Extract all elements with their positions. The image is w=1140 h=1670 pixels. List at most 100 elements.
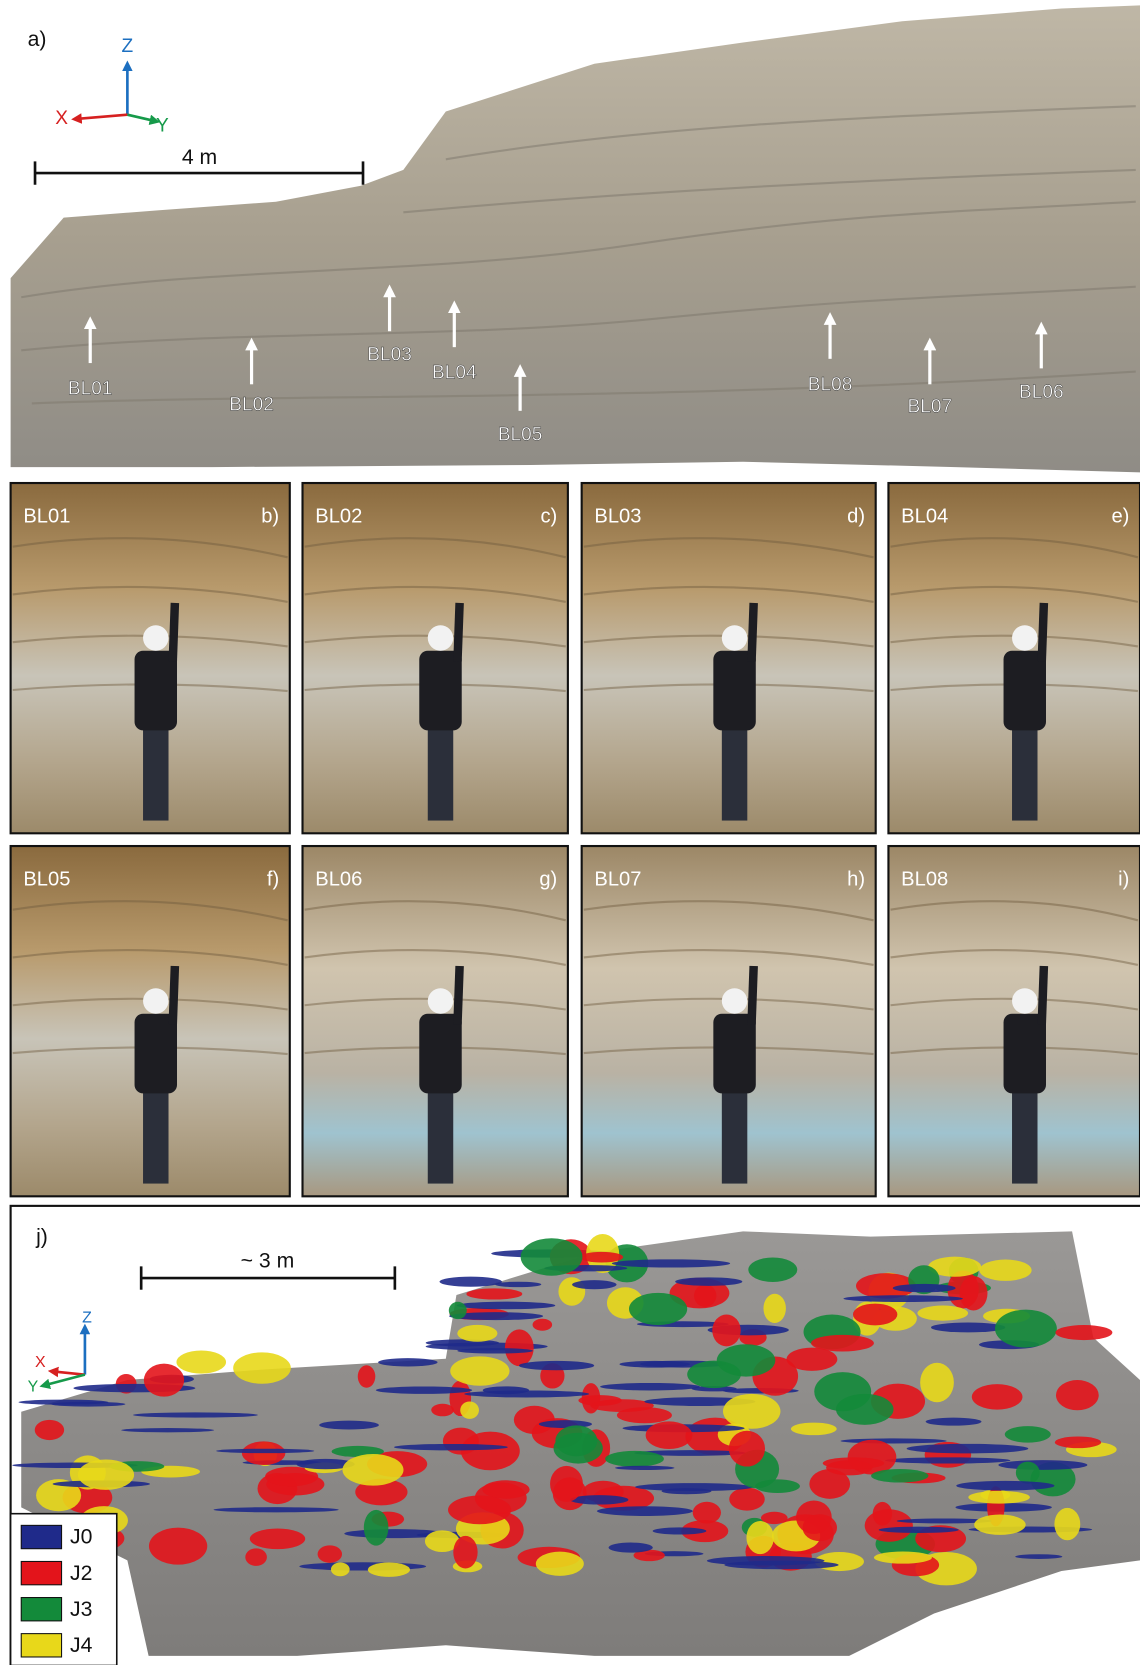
photo-block-label: BL01 <box>23 505 70 527</box>
helmet <box>143 625 169 651</box>
joint-patch <box>634 1450 746 1456</box>
photo-panel-label: h) <box>847 868 865 890</box>
block-label: BL04 <box>432 363 477 384</box>
axis-label: Y <box>156 115 169 136</box>
photo-panel-label: g) <box>539 868 557 890</box>
joint-patch <box>971 1384 1023 1410</box>
joint-patch <box>878 1526 959 1534</box>
joint-patch <box>424 1530 460 1553</box>
joint-patch <box>968 1490 1030 1504</box>
joint-patch <box>555 1425 598 1457</box>
joint-patch <box>1054 1436 1102 1449</box>
joint-patch <box>265 1466 319 1487</box>
person <box>713 650 756 731</box>
joint-patch <box>464 1390 590 1398</box>
joint-patch <box>363 1509 389 1546</box>
cliff-model <box>10 5 1140 473</box>
joint-patch <box>449 1312 544 1321</box>
joint-patch <box>572 1280 617 1290</box>
arm <box>453 602 464 662</box>
joint-patch <box>570 1495 629 1505</box>
photo-panel: BL05 f) <box>9 844 291 1198</box>
joint-patch <box>1055 1380 1099 1411</box>
joint-patch <box>378 1358 438 1367</box>
photo-block-label: BL06 <box>315 868 362 890</box>
joint-patch <box>712 1314 741 1347</box>
joint-patch <box>133 1412 258 1418</box>
helmet <box>721 988 748 1014</box>
person <box>419 650 462 731</box>
joint-patch <box>342 1454 404 1486</box>
joint-patch <box>460 1401 479 1419</box>
axis-label: X <box>55 108 68 129</box>
joint-patch <box>77 1459 135 1490</box>
joint-patch <box>692 1501 721 1524</box>
arm <box>453 965 464 1025</box>
block-label: BL08 <box>808 374 853 395</box>
person <box>721 1088 748 1184</box>
joint-patch <box>691 1386 737 1392</box>
joint-patch <box>847 1439 897 1475</box>
joint-patch <box>176 1350 227 1374</box>
axis-arrow <box>127 113 161 126</box>
legend-label: J2 <box>70 1562 92 1585</box>
rock-band <box>304 585 566 603</box>
joint-patch <box>1015 1554 1063 1559</box>
rock-band <box>890 585 1139 603</box>
rock-band <box>12 900 288 922</box>
axis-label: X <box>35 1354 46 1371</box>
joint-patch <box>317 1545 343 1563</box>
joint-patch <box>535 1551 584 1576</box>
person <box>1003 1013 1046 1094</box>
arm <box>168 602 180 662</box>
person <box>134 650 178 731</box>
joint-patch <box>786 1347 838 1371</box>
joint-patch <box>852 1303 898 1326</box>
joint-patch <box>442 1427 479 1455</box>
joint-patch <box>34 1419 65 1441</box>
rock-band <box>583 948 874 966</box>
joint-patch <box>873 1551 932 1564</box>
joint-patch <box>864 1509 913 1542</box>
person <box>721 725 748 821</box>
joint-patch <box>249 1528 306 1550</box>
rock-texture <box>21 105 1136 405</box>
panel-label: j) <box>35 1225 48 1248</box>
photo-panel: BL08 i) <box>887 844 1140 1198</box>
helmet <box>427 625 454 651</box>
photo-panel: BL07 h) <box>580 844 877 1198</box>
joint-patch <box>580 1251 624 1263</box>
joint-patch <box>1055 1324 1113 1341</box>
person <box>1012 1088 1038 1184</box>
arm <box>168 965 180 1025</box>
block-label: BL07 <box>908 397 953 418</box>
photo-panel: BL02 c) <box>301 481 569 835</box>
rock-band <box>12 948 288 966</box>
joint-patch <box>925 1417 982 1426</box>
photo-panel-label: b) <box>261 505 279 527</box>
joint-patch <box>367 1562 411 1577</box>
legend-label: J4 <box>70 1634 93 1657</box>
photo-panel: BL04 e) <box>887 481 1140 835</box>
joint-patch <box>148 1527 208 1565</box>
rock-band <box>304 900 567 922</box>
joint-patch <box>729 1487 765 1511</box>
photo-block-label: BL02 <box>315 505 362 527</box>
person <box>143 1088 169 1184</box>
panel-frame <box>9 1204 1140 1670</box>
joint-patch <box>495 1281 542 1288</box>
joint-patch <box>811 1334 874 1352</box>
rock-band <box>304 537 567 559</box>
joint-patch <box>504 1329 534 1367</box>
joint-patch <box>840 1438 947 1444</box>
joint-patch <box>608 1542 653 1553</box>
joint-patch <box>330 1562 350 1577</box>
panel-label: a) <box>28 28 47 51</box>
arm <box>1037 602 1049 662</box>
axis-label: Z <box>122 36 134 57</box>
rock-band <box>890 537 1139 559</box>
person <box>143 725 169 821</box>
axis-arrow <box>39 1373 86 1390</box>
joint-patch <box>760 1511 788 1525</box>
scale-bar-label: ~ 3 m <box>241 1250 295 1273</box>
